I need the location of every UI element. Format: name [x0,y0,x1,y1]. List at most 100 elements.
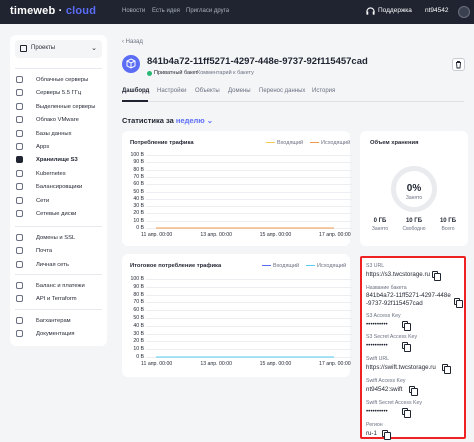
y-tick-label: 80 В [133,291,144,298]
legend-swatch [306,264,315,267]
support-link[interactable]: Поддержка [378,7,412,14]
nav-icon [16,102,23,110]
storage-free-label: Свободно [402,226,426,232]
sidebar-item-label: Kubernetes [36,170,66,177]
avatar[interactable] [458,6,470,18]
copy-icon[interactable] [432,271,441,281]
sidebar-item-label: Хранилище S3 [36,157,78,164]
bucket-title: 841b4a72-11ff5271-4297-448e-9737-92f1154… [147,56,368,67]
sidebar-item[interactable]: Сетевые диски [10,208,107,220]
period-dropdown[interactable]: неделю [175,116,205,125]
copy-icon[interactable] [442,364,451,374]
tab-migration[interactable]: Перенос данных [259,88,306,94]
account-id[interactable]: nt94542 [425,7,449,14]
legend-item[interactable]: Исходящий [310,140,350,146]
traffic-chart: Потребление трафика Входящий Исходящий 100 … [122,131,352,246]
nav-icon [16,282,23,289]
sidebar-item[interactable]: Kubernetes [10,168,107,180]
sidebar-item-label: Серверы 5.5 ГГц [36,90,82,97]
x-tick-label: 17 апр. 00:00 [319,232,351,238]
y-tick-label: 90 В [133,283,144,290]
sidebar-item[interactable]: Почта [10,245,107,257]
sidebar-item[interactable]: Документация [10,328,107,340]
sidebar-item-label: Личная сеть [36,261,69,268]
grid-line [146,155,352,156]
logo-accent: cloud [65,5,97,17]
divider [15,68,102,69]
sidebar-item[interactable]: Серверы 5.5 ГГц [10,87,107,99]
y-tick-label: 60 В [133,181,144,188]
tab-divider [122,101,464,102]
grid-line [146,162,352,164]
sidebar-item[interactable]: Выделенные серверы [10,101,107,113]
sidebar-item[interactable]: Балансировщики [10,181,107,193]
tab-dashboard[interactable]: Дашборд [122,88,150,94]
copy-icon[interactable] [382,430,391,440]
project-selector[interactable]: Проекты ⌄ [15,40,102,58]
legend-label: Входящий [277,140,304,146]
storage-used-label: Занято [371,226,389,232]
tab-objects[interactable]: Объекты [195,88,220,94]
copy-icon[interactable] [402,321,411,331]
sidebar-item[interactable]: Домены и SSL [10,232,107,244]
nav-news[interactable]: Новости [122,8,146,14]
delete-button[interactable] [452,58,465,71]
headset-icon [366,7,375,15]
sidebar-item[interactable]: Apps [10,141,107,153]
nav-invite[interactable]: Пригласи друга [186,8,230,14]
s3-access-value: •••••••••• [366,321,388,328]
sidebar-item[interactable]: Баланс и платежи [10,280,107,292]
copy-icon[interactable] [402,408,411,418]
sidebar-item[interactable]: Сети [10,195,107,207]
cube-icon [126,58,136,69]
grid-line [146,213,352,215]
sidebar-item-label: Почта [36,248,53,255]
y-tick-label: 50 В [133,315,144,321]
bucket-comment[interactable]: Комментарий к бакету [197,70,254,76]
back-link[interactable]: ‹ Назад [122,39,143,45]
divider [15,226,102,227]
tab-settings[interactable]: Настройки [157,88,187,94]
sidebar-item[interactable]: Облако VMware [10,114,107,126]
chart-plot [156,227,334,229]
tab-domains[interactable]: Домены [228,88,251,94]
sidebar-item[interactable]: API и Terraform [10,293,107,305]
legend-item[interactable]: Входящий [262,263,299,269]
copy-icon[interactable] [454,298,463,308]
s3-secret-label: S3 Secret Access Key [366,334,418,340]
legend-item[interactable]: Исходящий [306,263,346,269]
grid-line [146,184,352,186]
y-tick-label: 0 В [136,225,144,231]
sidebar-item[interactable]: Облачные серверы [10,74,107,86]
sidebar-item[interactable]: Личная сеть [10,259,107,271]
copy-icon[interactable] [409,386,418,396]
storage-title: Объем хранения [370,140,419,146]
legend-item[interactable]: Входящий [266,140,303,146]
nav-icon [16,330,23,338]
logo[interactable]: timeweb · cloud [10,5,96,17]
y-tick-label: 10 В [133,346,144,353]
legend-swatch [310,141,319,144]
sidebar-item[interactable]: Хранилище S3 [10,154,107,166]
folder-icon [20,45,27,52]
sidebar: Проекты ⌄ Облачные серверы Серверы 5.5 ГГ… [10,35,107,346]
storage-free: 10 ГБ [405,218,423,224]
legend-label: Исходящий [321,140,351,146]
nav-icon [16,295,23,303]
tab-history[interactable]: История [312,88,336,94]
y-tick-label: 30 В [133,330,144,337]
storage-card: Объем хранения 0% Занято 0 ГБ Занято 10 … [360,131,468,246]
sidebar-item-label: Apps [36,144,50,150]
legend-label: Входящий [273,263,300,269]
copy-icon[interactable] [402,342,411,352]
sidebar-item[interactable]: Багхантерам [10,315,107,327]
grid-line [146,286,352,288]
sidebar-item-label: Сетевые диски [36,211,77,217]
y-tick-label: 0 В [136,354,144,360]
sidebar-item[interactable]: Базы данных [10,128,107,140]
nav-idea[interactable]: Есть идея [152,8,180,14]
nav-icon [16,76,23,83]
nav-icon [16,129,23,137]
grid-line [146,294,352,296]
x-tick-label: 15 апр. 00:00 [259,232,292,238]
